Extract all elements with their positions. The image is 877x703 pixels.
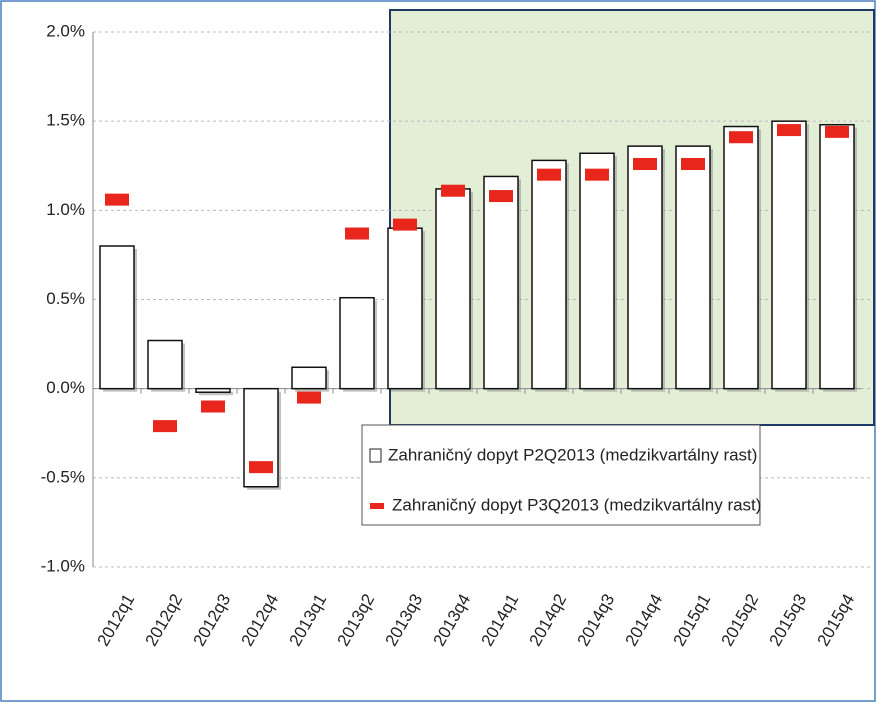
legend-swatch [370,503,384,509]
legend: Zahraničný dopyt P2Q2013 (medzikvartálny… [361,424,761,526]
bar [195,387,231,393]
legend-swatch [369,448,382,463]
bar [531,159,567,390]
marker [105,193,129,206]
marker [345,227,369,240]
bar [291,366,327,390]
marker [201,400,225,413]
bar [339,296,375,390]
marker [297,391,321,404]
y-tick-label: 2.0% [46,21,85,40]
bar [147,339,183,390]
marker [537,168,561,181]
marker [585,168,609,181]
y-tick-label: 0.0% [46,378,85,397]
bar [483,175,519,390]
marker [249,461,273,474]
bar [627,145,663,390]
marker [393,218,417,231]
marker [633,157,657,170]
legend-label: Zahraničný dopyt P3Q2013 (medzikvartálny… [392,495,761,514]
bar [579,152,615,390]
legend-label: Zahraničný dopyt P2Q2013 (medzikvartálny… [388,445,757,464]
marker [681,157,705,170]
legend-box [361,424,761,526]
marker [729,131,753,144]
marker [441,184,465,197]
marker [777,124,801,137]
y-tick-label: -0.5% [41,467,85,486]
y-tick-label: 1.0% [46,200,85,219]
bar-shadow [199,391,233,396]
marker [825,125,849,138]
y-tick-label: 0.5% [46,289,85,308]
y-tick-label: -1.0% [41,556,85,575]
bar [819,123,855,390]
y-tick-label: 1.5% [46,111,85,130]
bar [675,145,711,390]
bar [435,188,471,390]
bar [771,120,807,390]
bar [99,245,135,390]
bar [387,227,423,390]
bar [723,125,759,390]
marker [489,190,513,203]
marker [153,420,177,433]
